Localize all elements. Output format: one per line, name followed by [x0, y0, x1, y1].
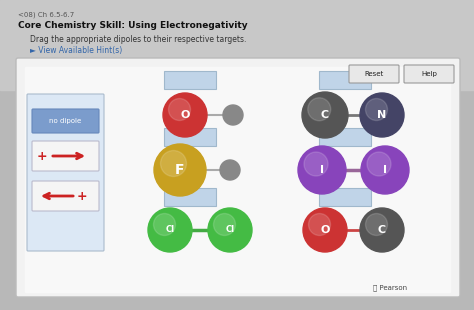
Bar	[0, 0, 474, 90]
Circle shape	[309, 214, 330, 236]
Text: Reset: Reset	[365, 71, 383, 77]
Circle shape	[154, 144, 206, 196]
Text: +: +	[36, 149, 47, 162]
FancyBboxPatch shape	[16, 58, 460, 297]
Circle shape	[365, 99, 388, 121]
Circle shape	[361, 146, 409, 194]
Text: Ⓟ Pearson: Ⓟ Pearson	[373, 285, 407, 291]
Text: O: O	[180, 110, 190, 120]
Text: no dipole: no dipole	[49, 118, 81, 124]
Circle shape	[213, 214, 236, 236]
Text: O: O	[320, 225, 330, 235]
Circle shape	[308, 98, 331, 121]
Circle shape	[148, 208, 192, 252]
Circle shape	[220, 160, 240, 180]
Text: C: C	[378, 225, 386, 235]
Text: <08) Ch 6.5-6.7: <08) Ch 6.5-6.7	[18, 12, 74, 19]
Circle shape	[303, 208, 347, 252]
FancyBboxPatch shape	[32, 109, 99, 133]
Circle shape	[367, 152, 391, 176]
Text: I: I	[383, 165, 387, 175]
Circle shape	[302, 92, 348, 138]
Circle shape	[360, 208, 404, 252]
Text: I: I	[320, 165, 324, 175]
Circle shape	[365, 214, 388, 236]
Circle shape	[161, 150, 186, 176]
FancyBboxPatch shape	[27, 94, 104, 251]
FancyBboxPatch shape	[32, 181, 99, 211]
FancyBboxPatch shape	[404, 65, 454, 83]
Circle shape	[163, 93, 207, 137]
Bar	[319, 188, 371, 206]
Text: Help: Help	[421, 71, 437, 77]
Circle shape	[168, 99, 191, 121]
Circle shape	[298, 146, 346, 194]
Bar	[164, 188, 216, 206]
Bar	[164, 128, 216, 146]
Circle shape	[208, 208, 252, 252]
Bar	[25, 67, 450, 292]
Circle shape	[304, 152, 328, 176]
Text: Core Chemistry Skill: Using Electronegativity: Core Chemistry Skill: Using Electronegat…	[18, 21, 247, 30]
Bar	[164, 71, 216, 89]
Text: N: N	[377, 110, 387, 120]
Text: Drag the appropriate dipoles to their respective targets.: Drag the appropriate dipoles to their re…	[30, 35, 246, 44]
FancyBboxPatch shape	[32, 141, 99, 171]
Text: Cl: Cl	[165, 225, 174, 234]
FancyBboxPatch shape	[349, 65, 399, 83]
Text: +: +	[77, 189, 87, 202]
Circle shape	[360, 93, 404, 137]
Circle shape	[154, 214, 175, 236]
Text: Cl: Cl	[226, 225, 235, 234]
Bar	[319, 128, 371, 146]
Circle shape	[223, 105, 243, 125]
Text: F: F	[175, 163, 185, 177]
Text: C: C	[321, 110, 329, 120]
Bar	[319, 71, 371, 89]
Text: ► View Available Hint(s): ► View Available Hint(s)	[30, 46, 122, 55]
